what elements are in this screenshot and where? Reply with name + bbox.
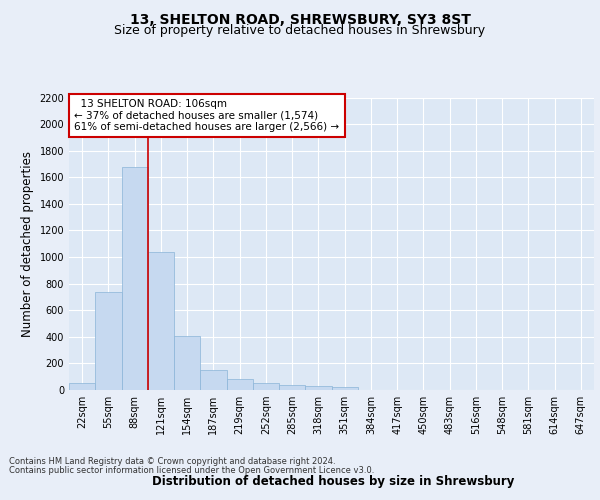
Text: Contains HM Land Registry data © Crown copyright and database right 2024.: Contains HM Land Registry data © Crown c… <box>9 458 335 466</box>
Bar <box>69 382 95 390</box>
Text: Distribution of detached houses by size in Shrewsbury: Distribution of detached houses by size … <box>152 474 514 488</box>
Text: Contains public sector information licensed under the Open Government Licence v3: Contains public sector information licen… <box>9 466 374 475</box>
Bar <box>227 380 253 390</box>
Bar <box>253 384 279 390</box>
Text: Size of property relative to detached houses in Shrewsbury: Size of property relative to detached ho… <box>115 24 485 37</box>
Text: 13 SHELTON ROAD: 106sqm
← 37% of detached houses are smaller (1,574)
61% of semi: 13 SHELTON ROAD: 106sqm ← 37% of detache… <box>74 99 340 132</box>
Bar <box>200 370 227 390</box>
Bar <box>174 336 200 390</box>
Bar <box>331 388 358 390</box>
Bar <box>121 166 148 390</box>
Bar <box>279 384 305 390</box>
Bar <box>305 386 331 390</box>
Text: 13, SHELTON ROAD, SHREWSBURY, SY3 8ST: 13, SHELTON ROAD, SHREWSBURY, SY3 8ST <box>130 12 470 26</box>
Bar <box>95 292 121 390</box>
Bar <box>148 252 174 390</box>
Y-axis label: Number of detached properties: Number of detached properties <box>21 151 34 337</box>
